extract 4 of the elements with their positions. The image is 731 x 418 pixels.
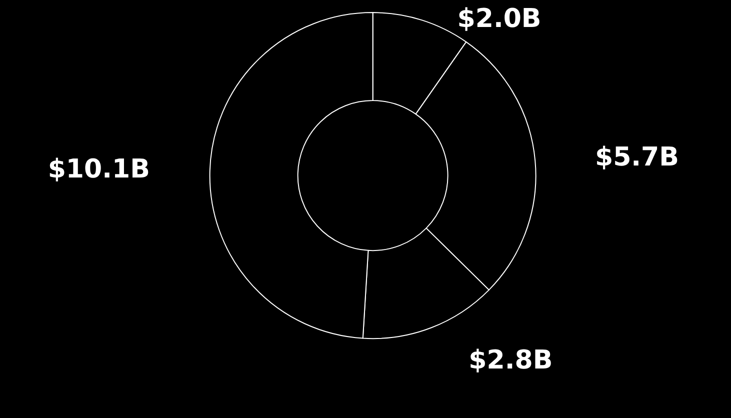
- data-label: $5.7B: [594, 142, 679, 172]
- data-label: $2.8B: [468, 345, 553, 376]
- data-label: $10.1B: [48, 154, 150, 185]
- data-label: $2.0B: [457, 4, 542, 34]
